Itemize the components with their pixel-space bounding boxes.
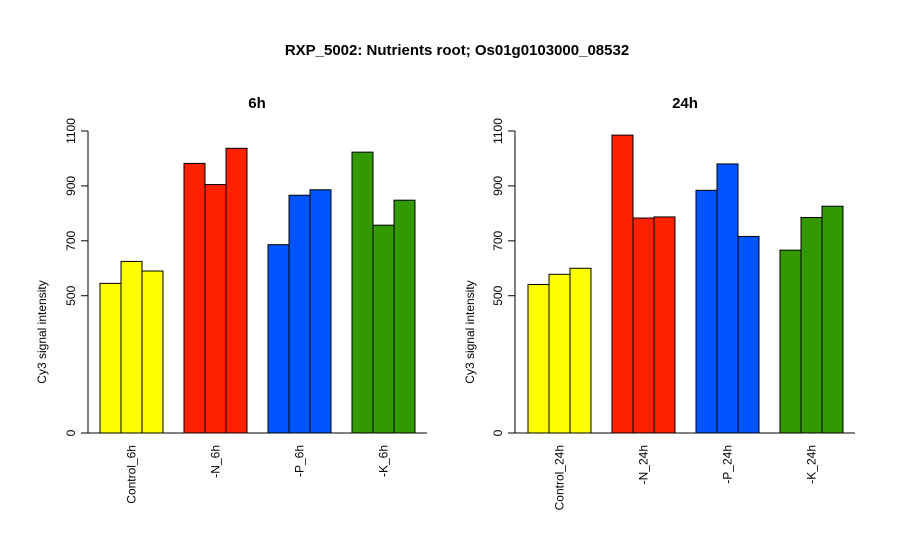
panel-24h: 24h 0 500 700 900 1100 Cy3 signal intensity Con…	[463, 95, 855, 510]
category-label: Control_6h	[125, 445, 139, 504]
bar	[653, 216, 676, 434]
bar	[372, 224, 395, 434]
bar	[351, 151, 374, 434]
bar	[225, 147, 248, 434]
category-label: -P_24h	[721, 445, 735, 484]
bar	[779, 249, 802, 434]
category-label: -N_24h	[637, 445, 651, 484]
y-tick-label: 900	[491, 176, 505, 196]
bar	[141, 270, 164, 434]
y-tick-label: 700	[64, 230, 78, 250]
bar	[611, 134, 634, 434]
bar	[204, 184, 227, 434]
y-tick-label: 0	[491, 429, 505, 436]
category-label: -K_6h	[377, 445, 391, 477]
chart-main-title: RXP_5002: Nutrients root; Os01g0103000_0…	[285, 42, 629, 59]
y-tick-label: 0	[64, 429, 78, 436]
bar	[393, 199, 416, 434]
bar	[800, 216, 823, 434]
bar	[821, 205, 844, 434]
bar	[99, 282, 122, 434]
panel-title: 6h	[248, 95, 266, 112]
bar	[569, 267, 592, 434]
bar	[548, 273, 571, 434]
y-axis-label: Cy3 signal intensity	[463, 280, 477, 383]
bar	[632, 217, 655, 434]
category-label: Control_24h	[553, 445, 567, 510]
bar	[183, 162, 206, 434]
bar	[527, 283, 550, 434]
category-label: -N_6h	[209, 445, 223, 478]
bar	[267, 244, 290, 434]
bar	[716, 163, 739, 434]
y-tick-label: 1100	[64, 118, 78, 144]
bar	[120, 260, 143, 434]
y-tick-label: 700	[491, 230, 505, 250]
y-tick-label: 500	[64, 285, 78, 305]
y-tick-label: 900	[64, 176, 78, 196]
bar	[309, 189, 332, 434]
panel-title: 24h	[672, 95, 698, 112]
y-tick-label: 500	[491, 285, 505, 305]
y-tick-label: 1100	[491, 118, 505, 144]
bar	[737, 235, 760, 434]
panel-6h: 6h 0 500 700 900 1100 Cy3 signal intensity Cont…	[35, 95, 427, 504]
y-axis-label: Cy3 signal intensity	[35, 280, 49, 383]
bar	[695, 189, 718, 434]
bar	[288, 194, 311, 434]
category-label: -K_24h	[805, 445, 819, 484]
category-label: -P_6h	[293, 445, 307, 477]
